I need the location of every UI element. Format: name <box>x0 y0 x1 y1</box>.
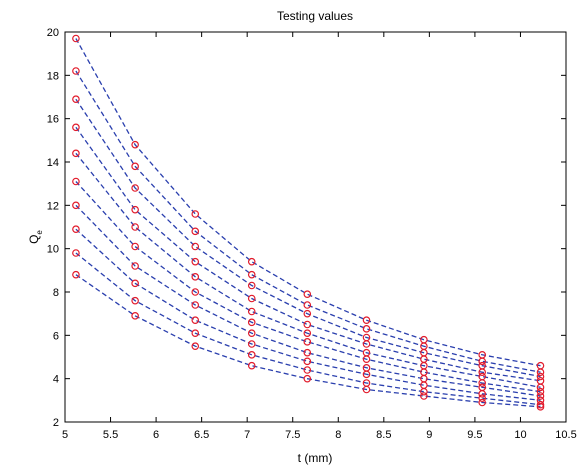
chart-title: Testing values <box>277 9 353 23</box>
x-tick-label: 8.5 <box>376 429 391 441</box>
x-tick-label: 7.5 <box>285 429 300 441</box>
x-tick-label: 6 <box>153 429 159 441</box>
y-tick-label: 10 <box>47 244 59 256</box>
y-tick-label: 4 <box>53 374 59 386</box>
x-tick-label: 6.5 <box>194 429 209 441</box>
y-tick-label: 20 <box>47 27 59 39</box>
x-axis-label: t (mm) <box>298 451 333 465</box>
y-axis-label-main: Q <box>27 235 41 244</box>
y-axis-label-subscript: e <box>35 230 44 235</box>
x-tick-label: 10.5 <box>555 429 576 441</box>
y-tick-label: 6 <box>53 330 59 342</box>
x-tick-label: 5.5 <box>103 429 118 441</box>
x-tick-label: 9 <box>426 429 432 441</box>
y-tick-label: 8 <box>53 287 59 299</box>
y-tick-label: 12 <box>47 200 59 212</box>
y-tick-label: 16 <box>47 114 59 126</box>
x-tick-label: 9.5 <box>467 429 482 441</box>
y-tick-label: 2 <box>53 417 59 429</box>
x-tick-label: 7 <box>244 429 250 441</box>
x-tick-label: 5 <box>62 429 68 441</box>
x-tick-label: 8 <box>335 429 341 441</box>
y-tick-label: 14 <box>47 157 59 169</box>
x-tick-label: 10 <box>514 429 526 441</box>
y-tick-label: 18 <box>47 70 59 82</box>
